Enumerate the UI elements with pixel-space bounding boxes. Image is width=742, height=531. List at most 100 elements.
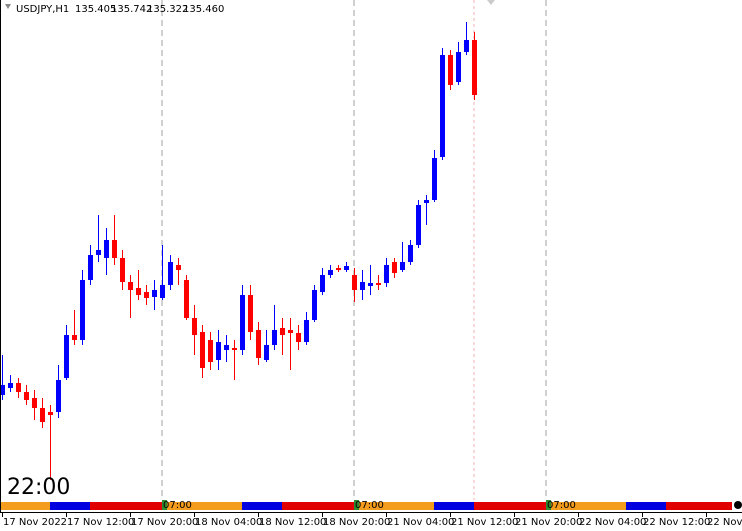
candles [0,22,477,480]
candle-body [312,290,317,320]
candle-body [120,258,125,282]
session-segment [546,502,626,510]
session-segment [282,502,354,510]
candle-body [200,332,205,368]
candle-body [392,262,397,273]
candle-body [448,55,453,85]
x-tick-label: 17 Nov 2022 [3,517,67,528]
session-segment [354,502,434,510]
candle-body [168,262,173,285]
candle-body [80,280,85,340]
session-segment [434,502,474,510]
session-label: 07:00 [547,500,576,511]
header-icon [5,4,11,9]
candle-body [368,283,373,286]
candle-body [16,383,21,392]
candle-body [352,275,357,290]
candle-body [128,282,133,290]
candle-body [192,318,197,335]
candle-body [32,398,37,408]
candle-body [280,328,285,335]
candle-body [272,330,277,345]
session-segment [0,502,50,510]
candle-body [416,205,421,245]
x-tick-label: 22 Nov 04:00 [579,517,646,528]
candle-body [472,40,477,95]
candle-body [24,392,29,400]
candle-body [336,268,341,270]
session-segment [626,502,666,510]
x-tick-label: 17 Nov 20:00 [131,517,198,528]
candle-body [360,282,365,290]
x-tick-label: 21 Nov 20:00 [515,517,582,528]
candle-body [432,158,437,200]
x-tick-label: 17 Nov 12:00 [67,517,134,528]
candle-body [464,40,469,52]
candle-body [48,412,53,415]
x-tick-label: 18 Nov 04:00 [195,517,262,528]
x-tick-label: 18 Nov 12:00 [259,517,326,528]
x-tick-label: 22 Nov 20:00 [707,517,742,528]
x-tick-label: 21 Nov 04:00 [387,517,454,528]
session-label: 07:00 [355,500,384,511]
candle-body [64,335,69,378]
x-tick-label: 21 Nov 12:00 [451,517,518,528]
candle-body [408,245,413,262]
session-segment [90,502,162,510]
candle-body [328,270,333,275]
session-marker [546,500,551,510]
candle-body [256,330,261,358]
header-value: 135.460 [183,4,224,15]
candle-body [304,320,309,342]
header-value: 135.742 [111,4,152,15]
candle-body [384,265,389,283]
candle-body [320,275,325,292]
session-segment [242,502,282,510]
session-segment [666,502,732,510]
session-marker [354,500,359,510]
candle-body [376,283,381,285]
candle-body [96,250,101,255]
candle-body [248,295,253,332]
x-tick-label: 22 Nov 12:00 [643,517,710,528]
candle-body [400,262,405,270]
candle-body [344,266,349,270]
session-marker [162,500,167,510]
candle-body [296,333,301,342]
candle-body [456,52,461,82]
x-tick-label: 18 Nov 20:00 [323,517,390,528]
candle-body [40,408,45,422]
candle-body [152,290,157,297]
candle-body [208,340,213,362]
candle-body [144,292,149,298]
candle-body [240,295,245,350]
header-value: 135.405 [75,4,116,15]
candle-body [160,285,165,298]
session-segment [162,502,242,510]
session-label: 07:00 [163,500,192,511]
symbol: USDJPY,H1 [16,4,69,15]
candle-body [112,240,117,258]
indicator-dot [734,501,742,509]
candle-body [440,55,445,157]
candle-body [216,342,221,360]
candle-body [72,335,77,340]
candle-body [0,385,5,395]
candle-body [176,265,181,270]
candle-body [224,345,229,350]
candle-body [424,200,429,203]
candle-body [232,348,237,350]
candle-body [288,330,293,333]
countdown: 22:00 [7,475,70,500]
candle-body [56,380,61,412]
candle-body [88,255,93,280]
session-bar [0,500,742,510]
scroll-marker [487,0,495,5]
candle-body [264,345,269,360]
candle-body [8,383,13,388]
candle-body [136,288,141,295]
header-value: 135.322 [147,4,188,15]
session-segment [50,502,90,510]
